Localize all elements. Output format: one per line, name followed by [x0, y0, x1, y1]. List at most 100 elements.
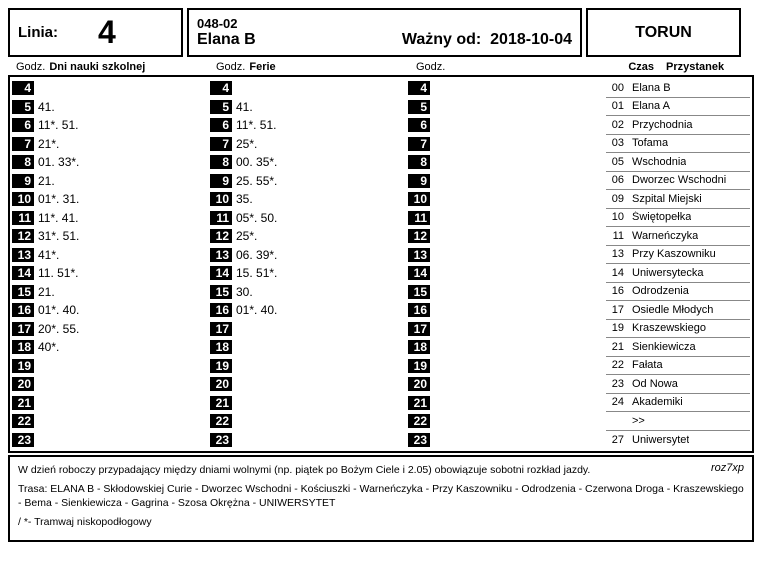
stop-name: Od Nowa	[628, 378, 678, 390]
minutes-cell: 15. 51*.	[232, 266, 406, 280]
stop-name: Sienkiewicza	[628, 341, 696, 353]
stop-name: Elana B	[628, 82, 671, 94]
time-row: 11	[408, 209, 604, 228]
stop-time: 01	[606, 100, 628, 112]
time-row: 17	[210, 320, 406, 339]
hour-cell: 8	[210, 155, 232, 169]
hour-cell: 11	[12, 211, 34, 225]
hour-cell: 21	[210, 396, 232, 410]
stop-time: 21	[606, 341, 628, 353]
stop-code: 048-02	[197, 16, 237, 31]
stop-time: 05	[606, 156, 628, 168]
hour-cell: 22	[12, 414, 34, 428]
stop-time: 23	[606, 378, 628, 390]
time-row: 1231*. 51.	[12, 227, 208, 246]
hour-cell: 9	[12, 174, 34, 188]
hour-cell: 16	[210, 303, 232, 317]
hour-cell: 5	[12, 100, 34, 114]
hour-cell: 14	[210, 266, 232, 280]
stop-row: 11Warneńczyka	[606, 227, 750, 246]
stop-time: 17	[606, 304, 628, 316]
hour-cell: 8	[12, 155, 34, 169]
hour-cell: 10	[12, 192, 34, 206]
minutes-cell: 11. 51*.	[34, 266, 208, 280]
stop-time: 13	[606, 248, 628, 260]
time-row: 4	[408, 79, 604, 98]
hour-cell: 19	[12, 359, 34, 373]
hour-cell: 10	[210, 192, 232, 206]
stop-time: 10	[606, 211, 628, 223]
hour-cell: 21	[12, 396, 34, 410]
time-row: 1521.	[12, 283, 208, 302]
valid-from: Ważny od: 2018-10-04	[402, 31, 572, 49]
minutes-cell: 06. 39*.	[232, 248, 406, 262]
minutes-cell: 01*. 40.	[34, 303, 208, 317]
time-row: 921.	[12, 172, 208, 191]
time-row: 13	[408, 246, 604, 265]
stop-time: 19	[606, 322, 628, 334]
time-row: 1001*. 31.	[12, 190, 208, 209]
col-stops: 00Elana B01Elana A02Przychodnia03Tofama0…	[606, 79, 750, 449]
stop-row: 13Przy Kaszowniku	[606, 246, 750, 265]
hour-cell: 15	[12, 285, 34, 299]
minutes-cell: 41.	[34, 100, 208, 114]
hour-cell: 11	[210, 211, 232, 225]
stop-time: 24	[606, 396, 628, 408]
minutes-cell: 31*. 51.	[34, 229, 208, 243]
hour-cell: 18	[408, 340, 430, 354]
hour-cell: 4	[210, 81, 232, 95]
time-row: 20	[408, 375, 604, 394]
time-row: 15	[408, 283, 604, 302]
hour-cell: 6	[210, 118, 232, 132]
hour-cell: 13	[12, 248, 34, 262]
time-row: 1411. 51*.	[12, 264, 208, 283]
stop-row: 06Dworzec Wschodni	[606, 172, 750, 191]
time-row: 10	[408, 190, 604, 209]
hour-cell: 7	[210, 137, 232, 151]
time-row: 1306. 39*.	[210, 246, 406, 265]
minutes-cell: 01*. 31.	[34, 192, 208, 206]
minutes-cell: 21.	[34, 174, 208, 188]
hour-cell: 17	[408, 322, 430, 336]
time-row: 5	[408, 98, 604, 117]
hour-cell: 5	[408, 100, 430, 114]
stop-row: >>	[606, 412, 750, 431]
stop-row: 10Świętopełka	[606, 209, 750, 228]
hour-cell: 4	[12, 81, 34, 95]
time-row: 21	[12, 394, 208, 413]
hour-cell: 6	[408, 118, 430, 132]
hour-cell: 11	[408, 211, 430, 225]
hour-cell: 13	[408, 248, 430, 262]
hour-cell: 13	[210, 248, 232, 262]
minutes-cell: 25*.	[232, 137, 406, 151]
stop-row: 09Szpital Miejski	[606, 190, 750, 209]
minutes-cell: 01. 33*.	[34, 155, 208, 169]
city-box: TORUN	[586, 8, 741, 57]
time-row: 1720*. 55.	[12, 320, 208, 339]
stop-time: 00	[606, 82, 628, 94]
stop-name: Przychodnia	[628, 119, 693, 131]
stop-name: Uniwersytecka	[628, 267, 704, 279]
stop-name: Świętopełka	[628, 211, 691, 223]
time-row: 23	[210, 431, 406, 450]
hour-cell: 16	[12, 303, 34, 317]
time-row: 800. 35*.	[210, 153, 406, 172]
stop-time: 02	[606, 119, 628, 131]
hour-cell: 12	[408, 229, 430, 243]
footer-route: Trasa: ELANA B - Skłodowskiej Curie - Dw…	[18, 482, 744, 511]
hour-cell: 15	[408, 285, 430, 299]
time-row: 7	[408, 135, 604, 154]
minutes-cell: 41.	[232, 100, 406, 114]
time-row: 1601*. 40.	[12, 301, 208, 320]
minutes-cell: 25. 55*.	[232, 174, 406, 188]
time-row: 22	[12, 412, 208, 431]
time-row: 4	[12, 79, 208, 98]
stop-name: Elana B	[197, 31, 256, 49]
stop-time: 16	[606, 285, 628, 297]
time-row: 22	[408, 412, 604, 431]
column-headers: Godz.Dni nauki szkolnej Godz.Ferie Godz.…	[8, 61, 754, 73]
stop-row: 02Przychodnia	[606, 116, 750, 135]
hour-cell: 14	[12, 266, 34, 280]
col-school: 4541.611*. 51.721*.801. 33*.921.1001*. 3…	[12, 79, 208, 449]
time-row: 611*. 51.	[210, 116, 406, 135]
